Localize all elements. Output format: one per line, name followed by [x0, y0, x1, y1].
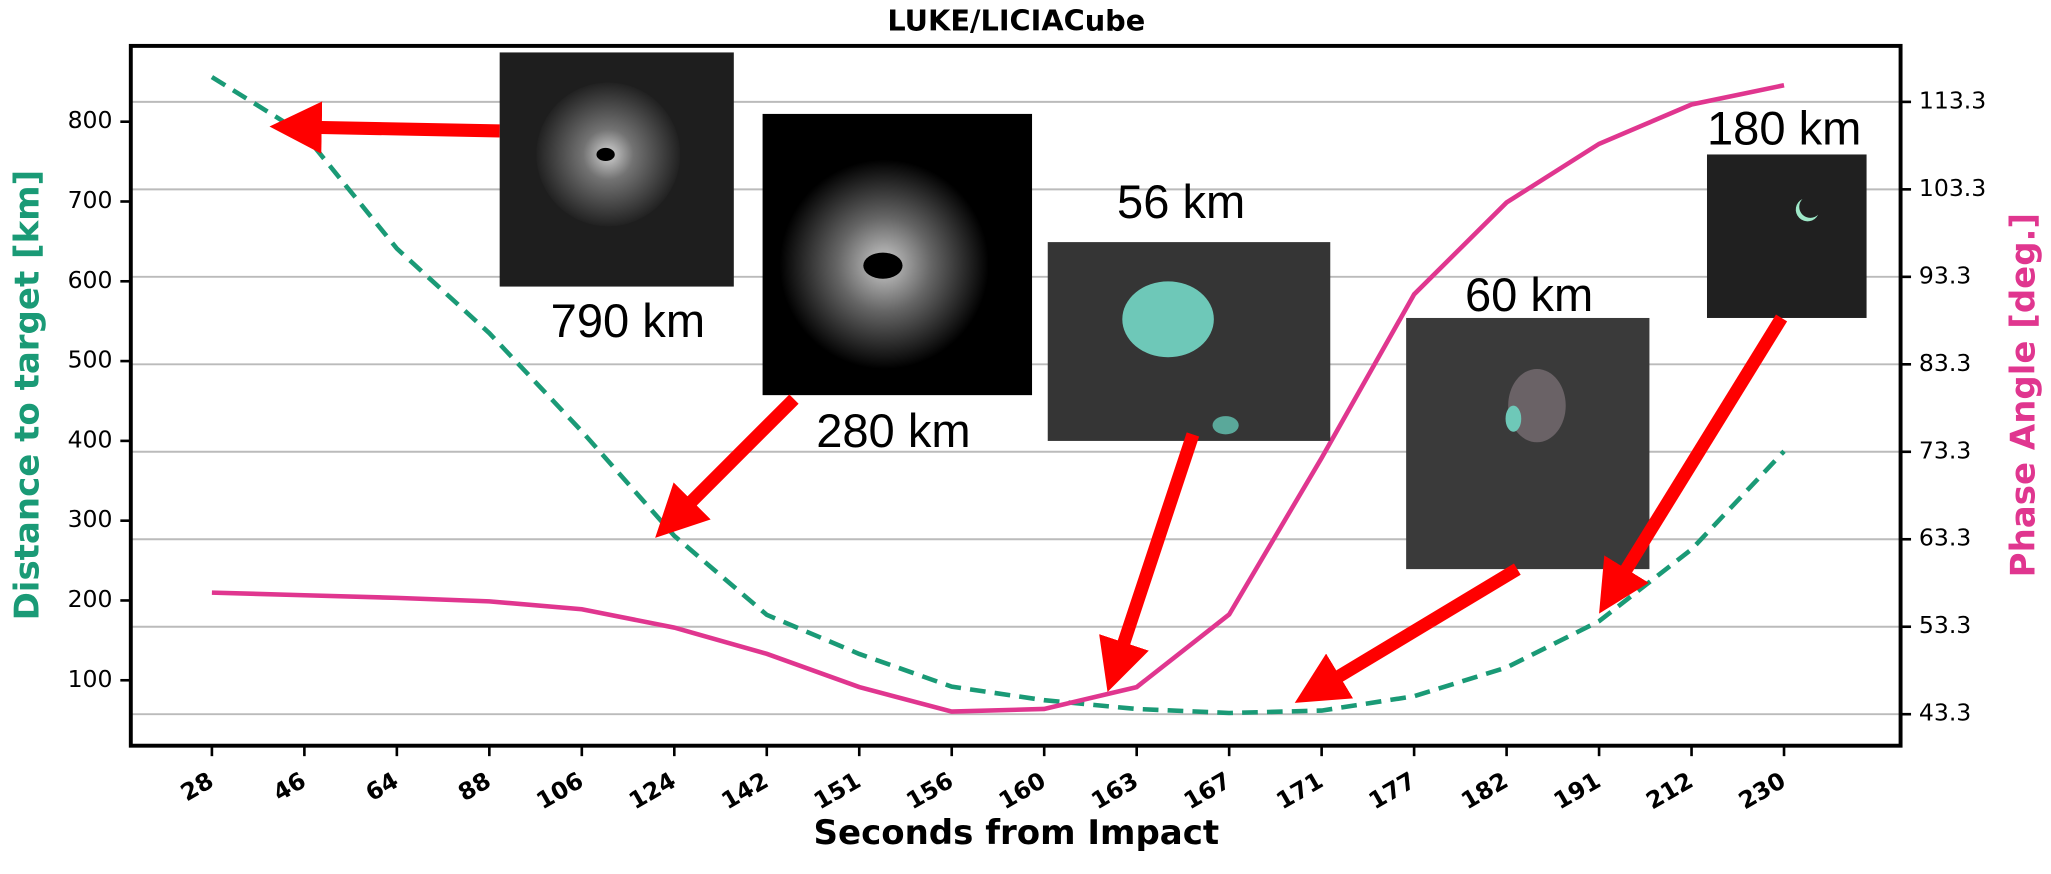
- y2-tick-label: 53.3: [1919, 611, 1971, 639]
- inset-asteroid: [1508, 369, 1566, 442]
- y2-tick-label: 113.3: [1919, 86, 1986, 114]
- arrow: [296, 127, 500, 131]
- inset-moon: [1213, 416, 1239, 434]
- y-tick-label: 200: [68, 585, 113, 613]
- annotation: 180 km: [1707, 102, 1861, 155]
- annotation: 280 km: [816, 404, 970, 457]
- page: {"chart_data": {"type": "line", "title":…: [0, 0, 2051, 874]
- y-tick-label: 800: [68, 106, 113, 134]
- y-axis-label: Distance to target [km]: [7, 170, 47, 621]
- x-tick-label: 142: [716, 766, 773, 815]
- x-tick-label: 156: [901, 766, 958, 815]
- annotation: 790 km: [551, 294, 705, 347]
- annotation: 60 km: [1465, 268, 1593, 321]
- x-tick-label: 88: [453, 766, 495, 807]
- chart: LUKE/LICIACube Seconds from Impact Dista…: [0, 0, 2051, 874]
- chart-title: LUKE/LICIACube: [887, 3, 1145, 37]
- x-tick-label: 230: [1734, 766, 1791, 815]
- x-tick-label: 167: [1179, 766, 1236, 815]
- inset-image: [1406, 318, 1649, 569]
- x-tick-label: 163: [1086, 766, 1143, 815]
- y2-tick-label: 63.3: [1919, 524, 1971, 552]
- inset-image: [1707, 154, 1867, 318]
- x-tick-label: 212: [1641, 766, 1698, 815]
- inset-asteroid: [1122, 281, 1214, 357]
- y2-axis-label: Phase Angle [deg.]: [2003, 213, 2043, 577]
- arrow: [1116, 434, 1193, 667]
- annotation: 56 km: [1117, 175, 1245, 228]
- x-tick-label: 28: [176, 766, 218, 807]
- y-tick-label: 300: [68, 505, 113, 533]
- y2-tick-label: 103.3: [1919, 174, 1986, 202]
- y-tick-label: 600: [68, 266, 113, 294]
- inset-limb: [1506, 406, 1522, 432]
- inset-body: [596, 148, 614, 161]
- arrow: [674, 399, 794, 519]
- x-tick-label: 151: [809, 766, 866, 815]
- y-tick-label: 700: [68, 186, 113, 214]
- y2-tick-label: 93.3: [1919, 261, 1971, 289]
- x-tick-label: 124: [624, 766, 681, 815]
- x-tick-label: 160: [994, 766, 1051, 815]
- y-tick-label: 400: [68, 425, 113, 453]
- y2-tick-label: 73.3: [1919, 436, 1971, 464]
- y2-tick-label: 83.3: [1919, 349, 1971, 377]
- x-tick-label: 46: [268, 766, 310, 807]
- y-tick-label: 500: [68, 346, 113, 374]
- inset-body: [863, 253, 902, 279]
- x-tick-label: 177: [1364, 766, 1421, 815]
- x-tick-label: 171: [1271, 766, 1328, 815]
- x-tick-label: 191: [1549, 766, 1606, 815]
- y2-tick-label: 43.3: [1919, 699, 1971, 727]
- x-tick-label: 106: [532, 766, 589, 815]
- x-tick-label: 182: [1456, 766, 1513, 815]
- y-tick-label: 100: [68, 665, 113, 693]
- x-axis-label: Seconds from Impact: [814, 813, 1220, 853]
- x-tick-label: 64: [361, 766, 403, 807]
